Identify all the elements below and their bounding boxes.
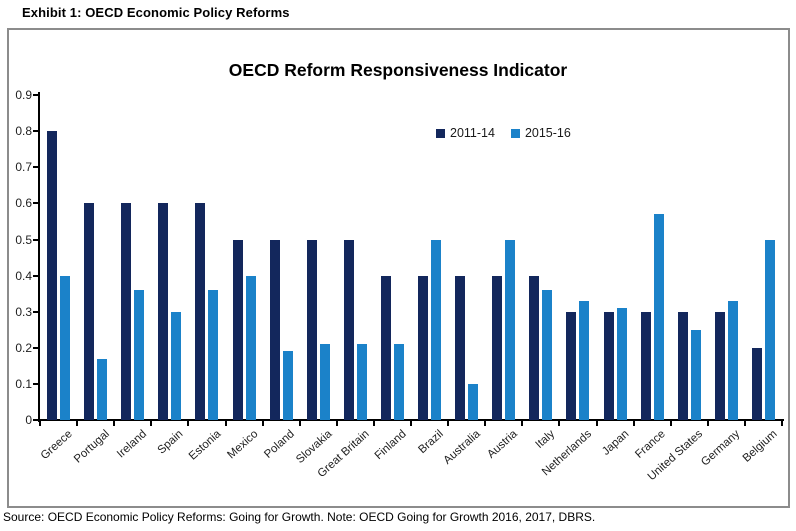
legend-item-2015-16: 2015-16	[510, 126, 571, 140]
legend-swatch-2011-14-icon	[436, 128, 445, 138]
chart-frame	[7, 28, 790, 508]
exhibit-title: Exhibit 1: OECD Economic Policy Reforms	[22, 5, 290, 20]
legend-label-2011-14: 2011-14	[450, 126, 495, 140]
legend-label-2015-16: 2015-16	[524, 126, 571, 140]
chart-title: OECD Reform Responsiveness Indicator	[228, 60, 568, 80]
legend-item-2011-14: 2011-14	[436, 126, 495, 140]
source-note: Source: OECD Economic Policy Reforms: Go…	[3, 510, 596, 524]
legend: 2011-14 2015-16	[436, 126, 571, 140]
legend-swatch-2015-16-icon	[510, 128, 520, 138]
